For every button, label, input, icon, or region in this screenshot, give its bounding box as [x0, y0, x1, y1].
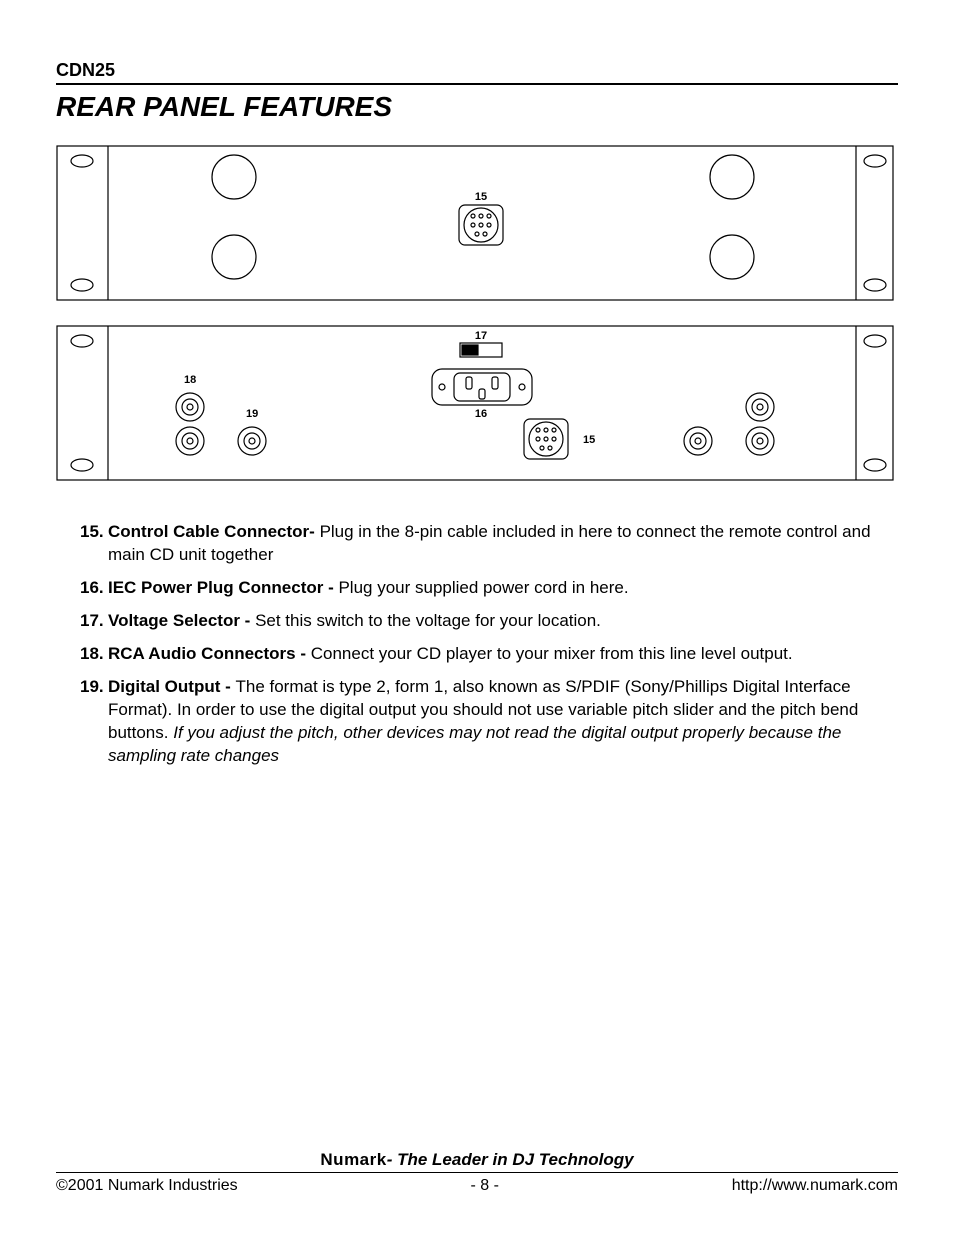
rear-panel-diagram-1: 15	[56, 145, 894, 301]
feature-item: 16. IEC Power Plug Connector - Plug your…	[80, 577, 898, 600]
diagram-label-18: 18	[184, 374, 196, 386]
footer-row: ©2001 Numark Industries - 8 - http://www…	[56, 1177, 898, 1195]
section-title: REAR PANEL FEATURES	[56, 91, 898, 123]
rear-panel-diagram-2: 17 16 15 18 19	[56, 325, 894, 481]
feature-item: 17. Voltage Selector - Set this switch t…	[80, 610, 898, 633]
feature-list: 15. Control Cable Connector- Plug in the…	[56, 521, 898, 767]
feature-number: 16.	[80, 577, 108, 600]
footer-rule	[56, 1172, 898, 1173]
header-rule	[56, 83, 898, 85]
feature-number: 18.	[80, 643, 108, 666]
feature-title: Voltage Selector -	[108, 611, 255, 630]
brand-logo: Numark	[320, 1150, 386, 1169]
model-label: CDN25	[56, 60, 898, 81]
feature-title: RCA Audio Connectors -	[108, 644, 311, 663]
page-number: - 8 -	[470, 1177, 498, 1195]
copyright-text: ©2001 Numark Industries	[56, 1177, 238, 1195]
diagram-label-15a: 15	[475, 191, 487, 203]
diagram-label-16: 16	[475, 408, 487, 420]
feature-item: 19. Digital Output - The format is type …	[80, 676, 898, 768]
diagram-label-15b: 15	[583, 434, 595, 446]
feature-number: 15.	[80, 521, 108, 567]
feature-number: 19.	[80, 676, 108, 768]
page-footer: Numark- The Leader in DJ Technology ©200…	[56, 1150, 898, 1195]
footer-tagline: Numark- The Leader in DJ Technology	[56, 1150, 898, 1170]
feature-title: IEC Power Plug Connector -	[108, 578, 338, 597]
diagram-label-17: 17	[475, 330, 487, 342]
feature-text: Set this switch to the voltage for your …	[255, 611, 601, 630]
feature-title: Digital Output -	[108, 677, 235, 696]
feature-item: 15. Control Cable Connector- Plug in the…	[80, 521, 898, 567]
tagline-text: - The Leader in DJ Technology	[387, 1150, 634, 1169]
feature-number: 17.	[80, 610, 108, 633]
feature-item: 18. RCA Audio Connectors - Connect your …	[80, 643, 898, 666]
feature-note: If you adjust the pitch, other devices m…	[108, 723, 841, 765]
feature-title: Control Cable Connector-	[108, 522, 320, 541]
feature-text: Connect your CD player to your mixer fro…	[311, 644, 793, 663]
feature-text: Plug your supplied power cord in here.	[338, 578, 628, 597]
diagram-label-19: 19	[246, 408, 258, 420]
page: CDN25 REAR PANEL FEATURES	[0, 0, 954, 1235]
footer-url: http://www.numark.com	[732, 1177, 898, 1195]
